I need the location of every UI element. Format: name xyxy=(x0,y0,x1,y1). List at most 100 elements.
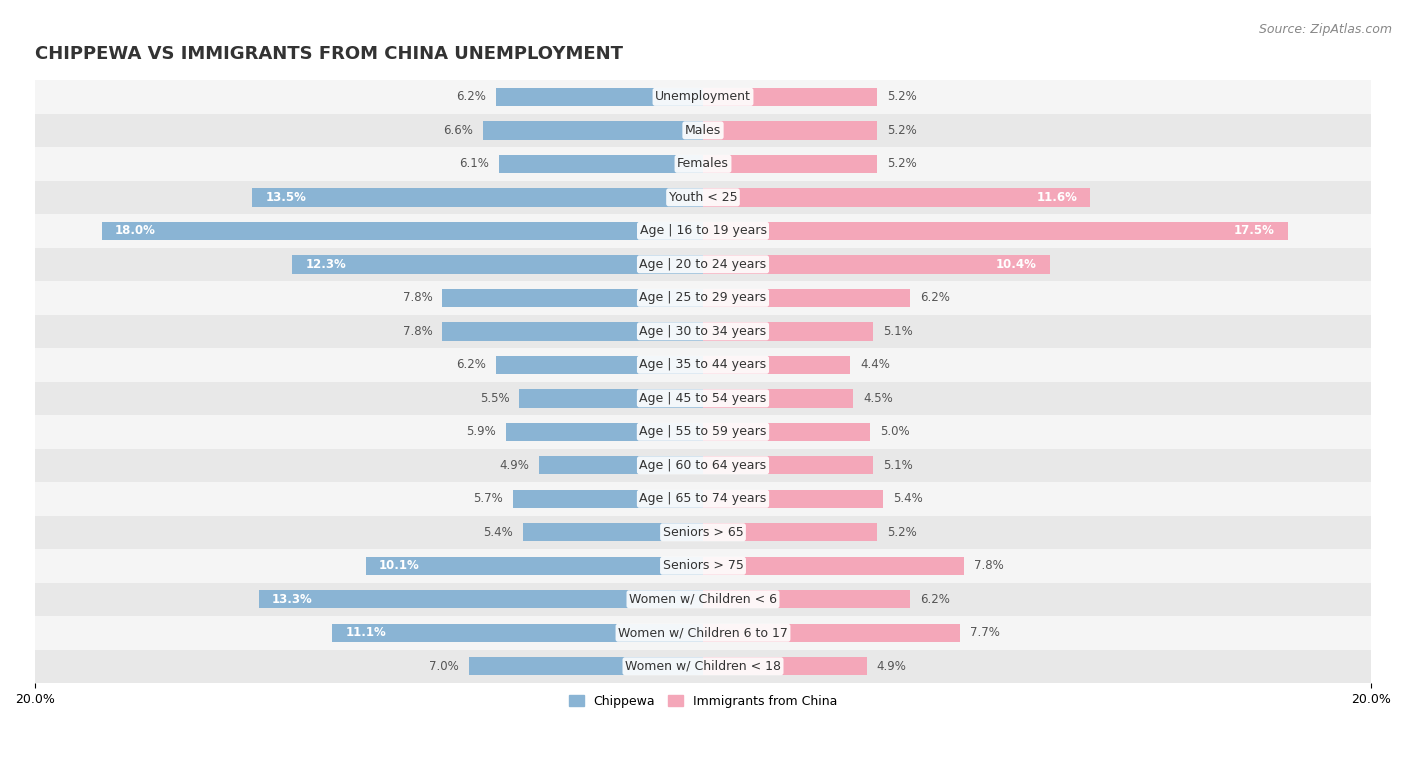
Bar xyxy=(35,482,1371,516)
Text: Seniors > 75: Seniors > 75 xyxy=(662,559,744,572)
Bar xyxy=(443,288,703,307)
Text: 6.2%: 6.2% xyxy=(920,593,950,606)
Bar xyxy=(35,348,1371,382)
Bar xyxy=(513,490,703,508)
Text: 11.1%: 11.1% xyxy=(346,626,387,639)
Text: Age | 16 to 19 years: Age | 16 to 19 years xyxy=(640,224,766,238)
Bar xyxy=(496,88,703,106)
Text: 17.5%: 17.5% xyxy=(1233,224,1274,238)
Text: 12.3%: 12.3% xyxy=(305,258,346,271)
Bar xyxy=(496,356,703,374)
Text: 5.4%: 5.4% xyxy=(482,526,513,539)
Legend: Chippewa, Immigrants from China: Chippewa, Immigrants from China xyxy=(564,690,842,713)
Text: 7.8%: 7.8% xyxy=(973,559,1004,572)
Text: 5.2%: 5.2% xyxy=(887,157,917,170)
Text: Females: Females xyxy=(678,157,728,170)
Text: 10.4%: 10.4% xyxy=(997,258,1038,271)
Bar xyxy=(523,523,703,541)
Text: 11.6%: 11.6% xyxy=(1036,191,1077,204)
Text: 4.4%: 4.4% xyxy=(860,358,890,371)
Text: 5.7%: 5.7% xyxy=(472,492,502,505)
Bar xyxy=(366,556,703,575)
Bar xyxy=(35,181,1371,214)
Bar xyxy=(35,583,1371,616)
Bar xyxy=(443,322,703,341)
Bar xyxy=(703,657,866,675)
Bar xyxy=(35,281,1371,315)
Bar xyxy=(101,222,703,240)
Bar xyxy=(703,422,870,441)
Bar xyxy=(35,114,1371,147)
Bar xyxy=(259,590,703,609)
Bar xyxy=(703,188,1091,207)
Bar xyxy=(35,650,1371,683)
Text: 5.2%: 5.2% xyxy=(887,526,917,539)
Text: Age | 55 to 59 years: Age | 55 to 59 years xyxy=(640,425,766,438)
Text: 5.9%: 5.9% xyxy=(467,425,496,438)
Text: 6.2%: 6.2% xyxy=(456,90,486,104)
Text: 6.2%: 6.2% xyxy=(456,358,486,371)
Bar xyxy=(292,255,703,273)
Bar xyxy=(703,590,910,609)
Bar xyxy=(703,288,910,307)
Text: 7.8%: 7.8% xyxy=(402,291,433,304)
Text: Unemployment: Unemployment xyxy=(655,90,751,104)
Bar xyxy=(35,248,1371,281)
Text: Age | 65 to 74 years: Age | 65 to 74 years xyxy=(640,492,766,505)
Text: Males: Males xyxy=(685,124,721,137)
Bar xyxy=(35,147,1371,181)
Text: Age | 30 to 34 years: Age | 30 to 34 years xyxy=(640,325,766,338)
Bar xyxy=(703,356,851,374)
Bar xyxy=(703,255,1050,273)
Text: 6.1%: 6.1% xyxy=(460,157,489,170)
Text: 18.0%: 18.0% xyxy=(115,224,156,238)
Text: 4.9%: 4.9% xyxy=(499,459,529,472)
Bar xyxy=(703,222,1288,240)
Text: 6.2%: 6.2% xyxy=(920,291,950,304)
Text: Age | 20 to 24 years: Age | 20 to 24 years xyxy=(640,258,766,271)
Text: 5.1%: 5.1% xyxy=(883,459,912,472)
Text: Women w/ Children 6 to 17: Women w/ Children 6 to 17 xyxy=(619,626,787,639)
Bar xyxy=(35,382,1371,415)
Bar xyxy=(703,322,873,341)
Bar xyxy=(470,657,703,675)
Text: 7.7%: 7.7% xyxy=(970,626,1000,639)
Bar xyxy=(540,456,703,475)
Bar xyxy=(35,616,1371,650)
Text: Youth < 25: Youth < 25 xyxy=(669,191,737,204)
Bar xyxy=(499,154,703,173)
Bar xyxy=(332,624,703,642)
Bar xyxy=(35,80,1371,114)
Text: 4.5%: 4.5% xyxy=(863,392,893,405)
Text: Women w/ Children < 18: Women w/ Children < 18 xyxy=(626,660,780,673)
Text: Women w/ Children < 6: Women w/ Children < 6 xyxy=(628,593,778,606)
Text: 5.1%: 5.1% xyxy=(883,325,912,338)
Bar xyxy=(703,490,883,508)
Text: Source: ZipAtlas.com: Source: ZipAtlas.com xyxy=(1258,23,1392,36)
Bar xyxy=(482,121,703,139)
Text: CHIPPEWA VS IMMIGRANTS FROM CHINA UNEMPLOYMENT: CHIPPEWA VS IMMIGRANTS FROM CHINA UNEMPL… xyxy=(35,45,623,64)
Text: 4.9%: 4.9% xyxy=(877,660,907,673)
Bar xyxy=(703,624,960,642)
Bar xyxy=(35,516,1371,549)
Bar xyxy=(35,549,1371,583)
Bar xyxy=(35,415,1371,449)
Bar xyxy=(519,389,703,407)
Text: 7.8%: 7.8% xyxy=(402,325,433,338)
Bar xyxy=(703,389,853,407)
Text: 5.5%: 5.5% xyxy=(479,392,509,405)
Text: 10.1%: 10.1% xyxy=(380,559,420,572)
Text: 5.4%: 5.4% xyxy=(893,492,924,505)
Bar xyxy=(35,214,1371,248)
Text: 5.2%: 5.2% xyxy=(887,124,917,137)
Bar xyxy=(252,188,703,207)
Text: 13.5%: 13.5% xyxy=(266,191,307,204)
Bar xyxy=(703,88,877,106)
Text: 5.2%: 5.2% xyxy=(887,90,917,104)
Bar xyxy=(506,422,703,441)
Text: 5.0%: 5.0% xyxy=(880,425,910,438)
Text: Age | 45 to 54 years: Age | 45 to 54 years xyxy=(640,392,766,405)
Text: Age | 35 to 44 years: Age | 35 to 44 years xyxy=(640,358,766,371)
Text: 6.6%: 6.6% xyxy=(443,124,472,137)
Bar xyxy=(35,449,1371,482)
